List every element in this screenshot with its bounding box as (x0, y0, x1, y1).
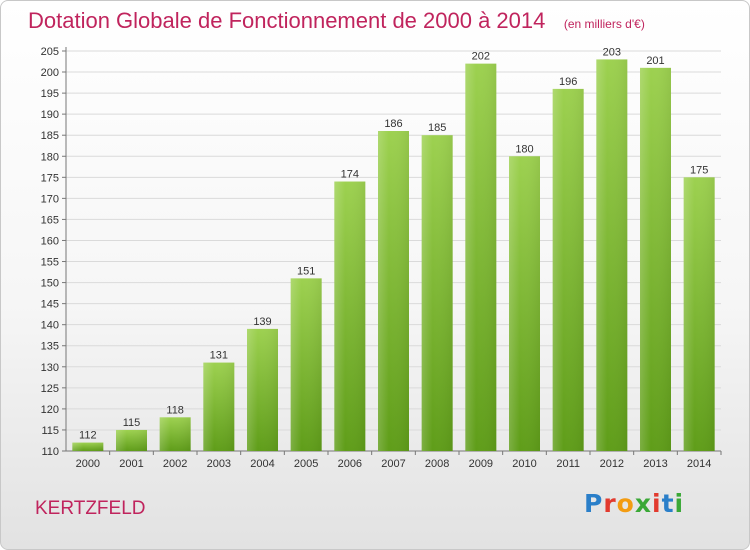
value-label-2013: 201 (646, 55, 664, 67)
y-tick-label: 130 (41, 362, 59, 374)
logo-letter: i (652, 489, 662, 518)
x-tick-label: 2004 (250, 458, 274, 470)
y-tick-label: 125 (41, 383, 59, 395)
bar-shine-2001 (116, 429, 147, 451)
axes: 110 115 120 125 130 135 140 145 150 155 160 165 170 1… (41, 46, 722, 470)
y-tick-label: 115 (41, 425, 59, 437)
bar-shine-2008 (421, 135, 453, 452)
logo-letter: r (603, 489, 617, 518)
y-tick-label: 145 (41, 299, 59, 311)
x-tick-label: 2011 (556, 458, 580, 470)
x-tick-label: 2001 (119, 458, 143, 470)
value-label-2000: 112 (79, 430, 97, 442)
x-tick-label: 2005 (294, 458, 318, 470)
value-label-2014: 175 (690, 164, 708, 176)
x-tick-label: 2012 (600, 458, 624, 470)
x-tick-label: 2002 (163, 458, 187, 470)
y-tick-label: 150 (41, 278, 59, 290)
value-label-2003: 131 (210, 350, 228, 362)
x-tick-label: 2007 (381, 458, 405, 470)
bar-shine-2009 (465, 63, 497, 451)
x-tick-label: 2014 (687, 458, 711, 470)
bar-shine-2011 (552, 88, 584, 451)
value-label-2009: 202 (472, 51, 490, 63)
y-tick-label: 165 (41, 214, 59, 226)
x-tick-label: 2008 (425, 458, 449, 470)
logo-letter: t (661, 489, 675, 518)
bar-shine-2007 (378, 131, 409, 451)
bar-shine-2002 (159, 417, 191, 451)
value-label-2012: 203 (603, 46, 621, 58)
y-tick-label: 160 (41, 235, 59, 247)
value-label-2011: 196 (559, 76, 577, 88)
x-tick-label: 2010 (512, 458, 536, 470)
bar-shine-2006 (334, 181, 366, 452)
value-label-2010: 180 (515, 143, 533, 155)
proxiti-logo: Proxiti (584, 489, 684, 518)
x-tick-label: 2013 (643, 458, 667, 470)
y-tick-label: 180 (41, 151, 59, 163)
value-label-2006: 174 (341, 169, 359, 181)
y-tick-label: 175 (41, 172, 59, 184)
logo-letter: P (584, 489, 604, 518)
value-label-2001: 115 (123, 417, 141, 429)
x-tick-label: 2003 (207, 458, 231, 470)
bar-shine-2010 (509, 156, 540, 451)
x-tick-label: 2006 (338, 458, 362, 470)
value-label-2005: 151 (297, 265, 315, 277)
y-tick-label: 140 (41, 320, 59, 332)
y-tick-label: 120 (41, 404, 59, 416)
bar-shine-2014 (683, 177, 715, 451)
y-tick-label: 185 (41, 130, 59, 142)
bars (72, 59, 715, 452)
y-tick-label: 155 (41, 257, 59, 269)
y-tick-label: 205 (41, 46, 59, 58)
y-tick-label: 200 (41, 67, 59, 79)
x-tick-label: 2000 (76, 458, 100, 470)
bar-shine-2000 (72, 442, 104, 451)
value-label-2008: 185 (428, 122, 446, 134)
y-tick-label: 190 (41, 109, 59, 121)
x-tick-label: 2009 (469, 458, 493, 470)
y-tick-label: 110 (41, 446, 59, 458)
y-tick-label: 195 (41, 88, 59, 100)
bar-shine-2012 (596, 59, 628, 451)
value-label-2004: 139 (253, 316, 271, 328)
bar-shine-2004 (247, 328, 278, 451)
bar-shine-2005 (290, 278, 322, 451)
y-tick-label: 170 (41, 193, 59, 205)
commune-name: KERTZFELD (35, 498, 146, 519)
chart-title: Dotation Globale de Fonctionnement de 20… (28, 8, 546, 33)
bar-shine-2003 (203, 362, 235, 451)
chart-subtitle: (en milliers d'€) (563, 17, 645, 31)
y-tick-label: 135 (41, 341, 59, 353)
value-label-2002: 118 (166, 404, 184, 416)
logo-letter: i (674, 489, 685, 518)
value-label-2007: 186 (384, 118, 402, 130)
bar-shine-2013 (640, 67, 671, 451)
logo-letter: x (634, 489, 652, 518)
data-labels: 112 115 118 131 139 151 174 186 185 202 180 196 203 2… (79, 46, 708, 441)
title-row: Dotation Globale de Fonctionnement de 20… (28, 8, 645, 34)
logo-letter: o (616, 489, 635, 518)
